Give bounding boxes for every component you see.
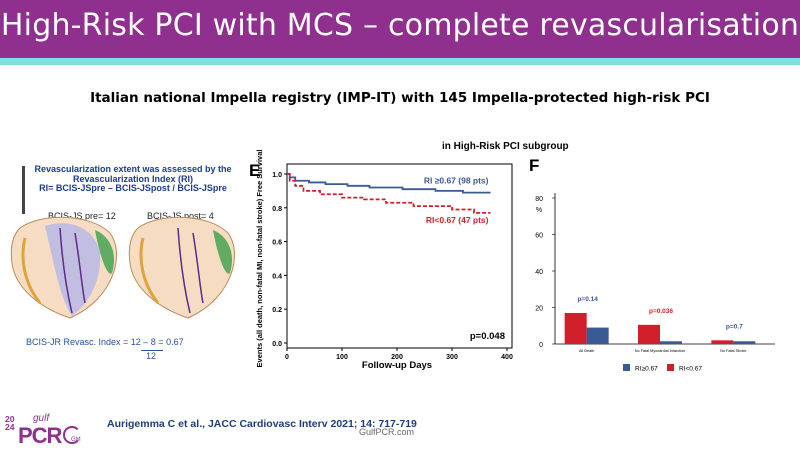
- heart-post-icon: [128, 216, 235, 319]
- ri-box-divider: [22, 166, 25, 214]
- ri-heading: Revascularization extent was assessed by…: [34, 164, 232, 184]
- p-value-label: p=0.7: [726, 323, 743, 330]
- x-tick-label: 200: [391, 354, 403, 361]
- km-chart-svg: E 0.0 0.2 0.4 0.6 0.8 1.0 0 100 200 300 400 Follow-u…: [249, 150, 513, 371]
- bar: [586, 327, 609, 344]
- p-value-label: p=0.048: [470, 331, 505, 342]
- revasc-index-denominator: 12: [146, 351, 157, 361]
- gulfpcr-logo: 2024 gulf PCR GM: [5, 410, 85, 450]
- x-tick-label: 100: [336, 354, 348, 361]
- km-chart: E 0.0 0.2 0.4 0.6 0.8 1.0 0 100 200 300 400 Follow-u…: [245, 140, 520, 375]
- y-tick-label: 0.6: [272, 240, 282, 247]
- legend-label: RI<0.67: [679, 366, 702, 373]
- bar-chart-svg: F 0 20 40 60 80% All Death p=0.14 No Fatal Myoca…: [529, 156, 775, 373]
- bcis-pre-label: BCIS-JS pre= 12: [48, 211, 116, 221]
- heart-pre-icon: [10, 216, 117, 319]
- y-axis-unit: %: [536, 207, 542, 214]
- ri-panel: Revascularization extent was assessed by…: [0, 158, 245, 363]
- x-category-label: No Fatal Stroke: [720, 349, 746, 353]
- bar: [711, 340, 734, 344]
- citation: Aurigemma C et al., JACC Cardiovasc Inte…: [107, 418, 417, 430]
- logo-gulf: gulf: [33, 413, 50, 424]
- x-tick-label: 0: [285, 354, 289, 361]
- km-series-label: RI<0.67 (47 pts): [426, 215, 489, 225]
- x-tick-label: 400: [501, 354, 513, 361]
- fraction-line: [141, 350, 163, 351]
- panel-label-f: F: [529, 156, 539, 175]
- panel-label-e: E: [249, 161, 260, 180]
- legend-label: RI≥0.67: [635, 366, 658, 373]
- legend-swatch: [667, 364, 674, 371]
- website-label: GulfPCR.com: [359, 427, 415, 437]
- title-stripe: [0, 58, 800, 65]
- y-tick-label: 0.2: [272, 307, 282, 314]
- logo-ring-icon: [63, 426, 81, 444]
- ri-formula: RI= BCIS-JSpre – BCIS-JSpost / BCIS-JSpr…: [39, 183, 227, 193]
- revasc-index-formula: BCIS-JR Revasc. Index = 12 – 8 = 0.67: [26, 337, 184, 347]
- bar: [638, 324, 660, 344]
- y-tick-label: 40: [535, 269, 543, 276]
- km-series-line: [287, 173, 491, 194]
- logo-pcr: PCR: [18, 423, 62, 448]
- y-tick-label: 60: [535, 233, 543, 240]
- bar: [660, 341, 682, 344]
- x-category-label: No Fatal Myocardial Infarction: [635, 349, 685, 353]
- y-tick-label: 0: [539, 342, 543, 349]
- y-tick-label: 0.8: [272, 206, 282, 213]
- coronary-hearts-illustration: [10, 216, 235, 319]
- x-category-label: All Death: [579, 349, 594, 353]
- slide-subtitle: Italian national Impella registry (IMP-I…: [90, 90, 710, 106]
- y-tick-label: 0.4: [272, 273, 282, 280]
- y-tick-label: 20: [535, 306, 543, 313]
- logo-year: 2024: [5, 414, 15, 432]
- slide-title: High-Risk PCI with MCS – complete revasc…: [0, 8, 800, 43]
- bar: [564, 312, 587, 344]
- km-series-line: [287, 173, 491, 214]
- bar-chart: F 0 20 40 60 80% All Death p=0.14 No Fatal Myoca…: [525, 155, 785, 385]
- legend-swatch: [623, 364, 630, 371]
- p-value-label: p=0.036: [649, 308, 673, 315]
- logo-gm: GM: [71, 437, 81, 443]
- km-series-label: RI ≥0.67 (98 pts): [424, 176, 489, 186]
- y-axis-label: Events (all death, non-fatal MI, non-fat…: [255, 150, 264, 368]
- subgroup-label: in High-Risk PCI subgroup: [442, 141, 569, 152]
- bar: [733, 341, 756, 344]
- x-axis-label: Follow-up Days: [362, 360, 432, 371]
- y-tick-label: 80: [535, 196, 543, 203]
- x-tick-label: 300: [446, 354, 458, 361]
- y-tick-label: 0.0: [272, 341, 282, 348]
- bcis-post-label: BCIS-JS post= 4: [147, 211, 214, 221]
- title-bar: High-Risk PCI with MCS – complete revasc…: [0, 0, 800, 58]
- p-value-label: p=0.14: [577, 296, 598, 303]
- ri-definition-box: Revascularization extent was assessed by…: [22, 158, 244, 216]
- y-tick-label: 1.0: [272, 172, 282, 179]
- plot-frame: [286, 163, 513, 349]
